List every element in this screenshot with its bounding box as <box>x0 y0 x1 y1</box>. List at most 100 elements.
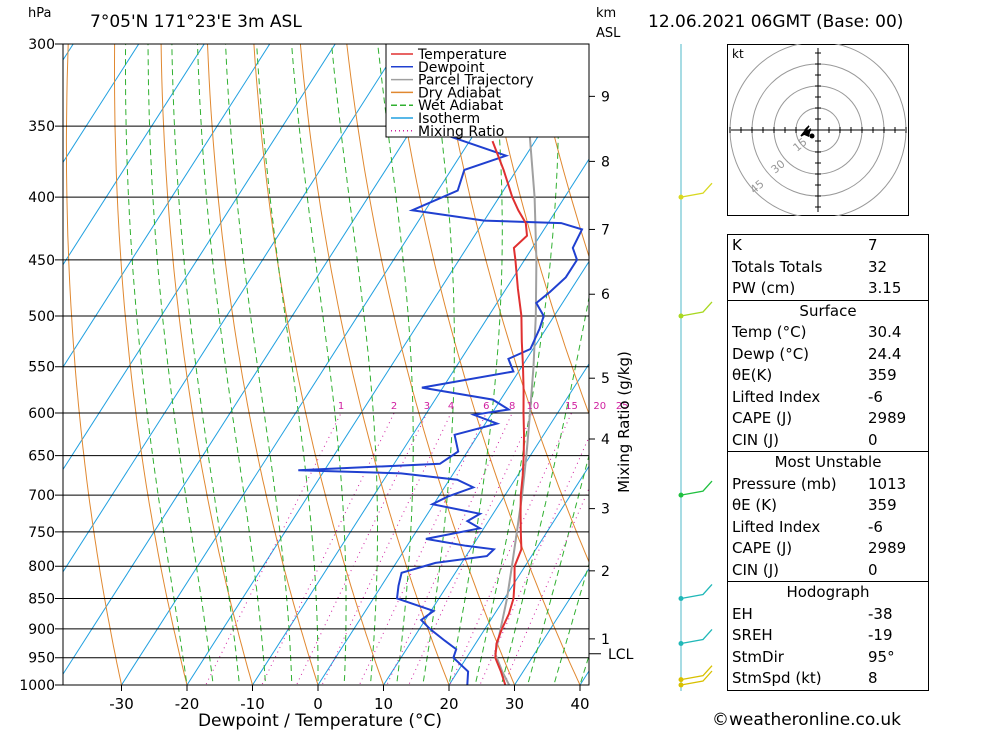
dry-adiabat-line <box>160 44 254 685</box>
lcl-label: LCL <box>608 647 634 663</box>
pressure-label: 650 <box>28 449 55 465</box>
most-unstable-label: Pressure (mb) <box>732 474 837 493</box>
dewpoint-line <box>298 44 584 685</box>
isotherm-line <box>63 44 336 471</box>
wet-adiabat-line <box>125 44 188 685</box>
hodograph-storm-motion <box>809 133 815 139</box>
most-unstable-label: CAPE (J) <box>732 539 793 557</box>
pressure-label: 850 <box>28 591 55 607</box>
dry-adiabat-line <box>114 44 188 685</box>
surface-label: Dewp (°C) <box>732 344 810 363</box>
mixing-ratio-label: 4 <box>448 401 454 412</box>
dry-adiabat-line <box>935 7 1000 711</box>
x-tick-label: -20 <box>175 695 200 713</box>
x-tick-label: -30 <box>109 695 134 713</box>
surface-row: Lifted Index -6 <box>728 387 928 409</box>
mixing-ratio-line <box>295 412 428 685</box>
pressure-label: 350 <box>28 119 55 135</box>
surface-label: Lifted Index <box>732 387 821 406</box>
most-unstable-label: Lifted Index <box>732 517 821 536</box>
hodograph-row: StmDir 95° <box>728 647 928 669</box>
index-row: PW (cm) 3.15 <box>728 278 928 300</box>
mixing-ratio-label: 15 <box>565 401 578 412</box>
height-label: 1 <box>601 632 610 648</box>
most-unstable-row: Lifted Index -6 <box>728 517 928 539</box>
temperature-line <box>491 140 529 685</box>
wind-profile <box>678 44 713 691</box>
isotherm-line <box>63 44 271 368</box>
legend-label: Temperature <box>417 47 507 63</box>
legend-box <box>385 43 590 138</box>
x-axis-title: Dewpoint / Temperature (°C) <box>198 711 442 731</box>
surface-row: Temp (°C) 30.4 <box>728 322 928 344</box>
height-label: 5 <box>601 371 610 387</box>
legend-label: Wet Adiabat <box>418 98 504 114</box>
legend-label: Dewpoint <box>418 60 485 76</box>
datetime-title: 12.06.2021 06GMT (Base: 00) <box>648 12 904 32</box>
surface-row: CIN (J) 0 <box>728 430 928 452</box>
wet-adiabat-line <box>331 44 378 685</box>
surface-label: CAPE (J) <box>732 409 793 427</box>
most-unstable-value: -6 <box>868 517 883 536</box>
index-row: Totals Totals 32 <box>728 257 928 279</box>
index-value: 32 <box>868 257 888 276</box>
hodograph-arrow <box>802 128 811 137</box>
profile-series <box>298 44 584 685</box>
pressure-label: 450 <box>28 253 55 269</box>
wind-barb <box>680 480 713 496</box>
hodograph-value: -38 <box>868 604 893 623</box>
height-label: 3 <box>601 502 610 518</box>
plot-frame <box>62 43 590 686</box>
wet-adiabat-line <box>256 44 319 685</box>
pressure-label: 600 <box>28 406 55 422</box>
index-label: Totals Totals <box>732 257 823 276</box>
dry-adiabat-line <box>439 44 589 564</box>
axis-labels: 3003504004505005506006507007508008509009… <box>19 37 633 713</box>
height-unit-asl: ASL <box>596 26 621 41</box>
isotherm-line <box>0 7 31 711</box>
most-unstable-value: 359 <box>868 496 897 514</box>
wet-adiabat-line <box>448 44 503 685</box>
surface-row: CAPE (J) 2989 <box>728 408 928 430</box>
wet-adiabat-line <box>500 294 589 685</box>
mixing-ratio-label: 10 <box>526 401 539 412</box>
index-label: PW (cm) <box>732 279 796 297</box>
pressure-label: 950 <box>28 651 55 667</box>
x-tick-label: 10 <box>374 695 393 713</box>
wet-adiabat-line <box>422 44 455 685</box>
most-unstable-label: θE (K) <box>732 496 777 514</box>
mixing-ratio-lines <box>205 412 589 685</box>
mixing-ratio-label: 1 <box>338 401 344 412</box>
dry-adiabat-line <box>980 7 1000 711</box>
most-unstable-row: CIN (J) 0 <box>728 560 928 582</box>
mixing-ratio-label: 25 <box>616 401 629 412</box>
wet-adiabat-line <box>291 44 347 685</box>
hodograph-value: 8 <box>868 669 878 687</box>
index-label: K <box>732 236 742 254</box>
pressure-label: 750 <box>28 525 55 541</box>
mixing-ratio-line <box>358 412 487 685</box>
index-value: 7 <box>868 236 878 254</box>
wet-adiabat-line <box>377 44 414 685</box>
isotherm-line <box>63 44 402 573</box>
most-unstable-row: θE (K) 359 <box>728 495 928 517</box>
mixing-ratio-line <box>449 412 572 685</box>
hodograph-unit: kt <box>732 47 744 61</box>
dry-adiabat-line <box>253 44 385 685</box>
surface-value: 359 <box>868 366 897 384</box>
hodograph-label: StmDir <box>732 647 784 666</box>
wet-adiabat-line <box>224 44 293 685</box>
pressure-label: 300 <box>28 37 55 53</box>
pressure-unit: hPa <box>28 6 52 21</box>
mixing-ratio-line <box>479 435 589 685</box>
hodograph-row: SREH -19 <box>728 625 928 647</box>
pressure-label: 1000 <box>19 678 55 694</box>
pressure-label: 800 <box>28 559 55 575</box>
most-unstable-value: 1013 <box>868 474 907 493</box>
hodograph-value: -19 <box>868 626 893 644</box>
mixing-ratio-label: 2 <box>391 401 397 412</box>
wet-adiabat-line <box>196 44 267 685</box>
